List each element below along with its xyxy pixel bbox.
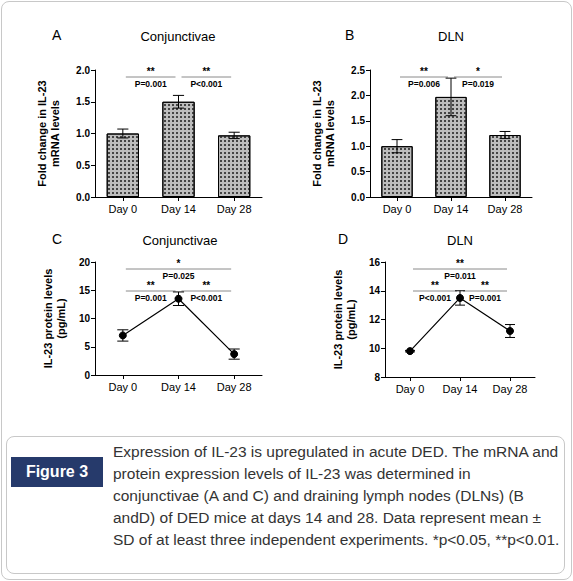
svg-text:Day 0: Day 0 (108, 381, 137, 393)
svg-text:12: 12 (369, 314, 381, 325)
svg-text:Day 14: Day 14 (443, 383, 478, 395)
html-text:Expression of IL-23 is upregul: Expression of IL-23 is upregulated in ac… (113, 443, 560, 548)
svg-text:DLN: DLN (447, 233, 473, 248)
svg-text:15: 15 (79, 285, 91, 296)
svg-text:**: ** (202, 66, 210, 77)
svg-text:Conjunctivae: Conjunctivae (142, 233, 217, 248)
svg-text:Day 14: Day 14 (161, 381, 196, 393)
svg-text:Conjunctivae: Conjunctivae (140, 29, 215, 44)
svg-text:Fold change in IL-23: Fold change in IL-23 (311, 80, 323, 186)
svg-text:P<0.001: P<0.001 (190, 293, 222, 303)
svg-text:1.0: 1.0 (76, 128, 90, 139)
svg-text:2.0: 2.0 (76, 65, 90, 76)
svg-text:(pg/mL): (pg/mL) (55, 298, 67, 339)
svg-text:14: 14 (369, 285, 381, 296)
svg-text:16: 16 (369, 257, 381, 268)
svg-text:A: A (52, 27, 62, 43)
svg-text:Day 0: Day 0 (396, 383, 425, 395)
svg-text:**: ** (431, 280, 439, 291)
svg-text:D: D (338, 231, 348, 247)
svg-text:**: ** (420, 66, 428, 77)
svg-text:**: ** (147, 280, 155, 291)
svg-text:2.0: 2.0 (351, 90, 365, 101)
svg-text:P<0.001: P<0.001 (190, 79, 222, 89)
svg-text:**: ** (147, 66, 155, 77)
svg-text:P=0.025: P=0.025 (163, 271, 195, 281)
svg-text:B: B (345, 27, 354, 43)
svg-text:1.0: 1.0 (351, 141, 365, 152)
svg-text:P=0.019: P=0.019 (462, 79, 494, 89)
svg-text:0.5: 0.5 (76, 160, 90, 171)
svg-text:10: 10 (369, 343, 381, 354)
svg-text:P=0.001: P=0.001 (135, 79, 167, 89)
svg-text:C: C (52, 231, 62, 247)
svg-text:5: 5 (84, 341, 90, 352)
svg-text:Day 14: Day 14 (434, 203, 469, 215)
svg-text:IL-23 protein levels: IL-23 protein levels (332, 270, 344, 370)
svg-text:DLN: DLN (438, 29, 464, 44)
svg-text:P=0.001: P=0.001 (135, 293, 167, 303)
svg-text:Day 14: Day 14 (161, 203, 196, 215)
svg-text:Fold change in IL-23: Fold change in IL-23 (36, 80, 48, 186)
svg-text:mRNA levels: mRNA levels (324, 100, 336, 167)
svg-text:0: 0 (84, 370, 90, 381)
svg-text:IL-23 protein levels: IL-23 protein levels (42, 269, 54, 369)
html-text:Figure 3: Figure 3 (25, 463, 89, 480)
svg-text:Day 0: Day 0 (383, 203, 412, 215)
svg-text:Day 28: Day 28 (488, 203, 523, 215)
svg-text:2.5: 2.5 (351, 65, 365, 76)
svg-text:P<0.001: P<0.001 (419, 293, 451, 303)
svg-text:**: ** (202, 280, 210, 291)
svg-text:0.0: 0.0 (76, 192, 90, 203)
svg-text:P=0.006: P=0.006 (408, 79, 440, 89)
svg-text:*: * (177, 258, 181, 269)
svg-text:*: * (476, 66, 480, 77)
svg-text:10: 10 (79, 313, 91, 324)
svg-text:P=0.011: P=0.011 (444, 271, 476, 281)
svg-text:**: ** (481, 280, 489, 291)
svg-text:8: 8 (374, 372, 380, 383)
svg-text:20: 20 (79, 257, 91, 268)
svg-text:0.0: 0.0 (351, 192, 365, 203)
svg-text:1.5: 1.5 (76, 96, 90, 107)
svg-text:**: ** (456, 258, 464, 269)
svg-text:0.5: 0.5 (351, 166, 365, 177)
svg-text:1.5: 1.5 (351, 115, 365, 126)
svg-text:P=0.001: P=0.001 (469, 293, 501, 303)
svg-text:(pg/mL): (pg/mL) (345, 299, 357, 340)
svg-text:mRNA levels: mRNA levels (49, 100, 61, 167)
svg-text:Day 28: Day 28 (493, 383, 528, 395)
svg-text:Day 28: Day 28 (217, 381, 252, 393)
svg-text:Day 28: Day 28 (217, 203, 252, 215)
svg-text:Day 0: Day 0 (108, 203, 137, 215)
